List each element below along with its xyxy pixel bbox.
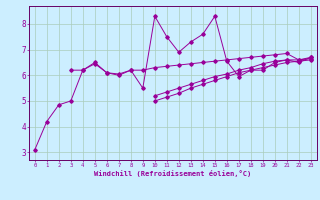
X-axis label: Windchill (Refroidissement éolien,°C): Windchill (Refroidissement éolien,°C) [94,170,252,177]
